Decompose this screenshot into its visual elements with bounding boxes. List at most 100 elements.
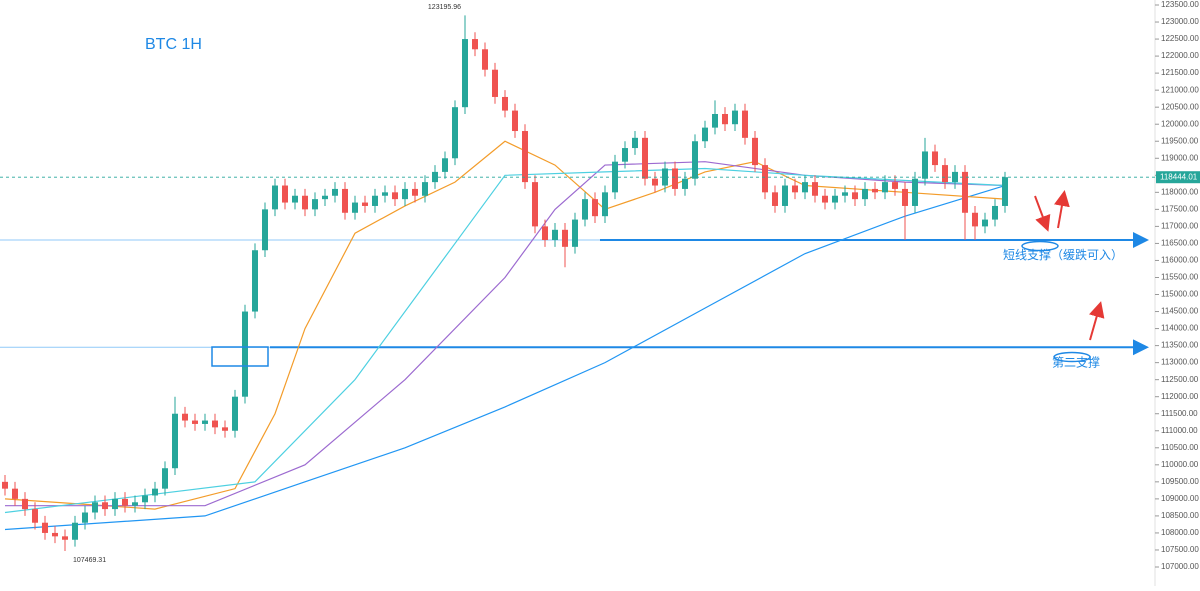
y-tick-label: 112000.00 (1161, 392, 1199, 401)
candle-body (502, 96, 508, 111)
y-tick-label: 113000.00 (1161, 358, 1199, 367)
candle-body (152, 488, 158, 496)
candle-body (722, 113, 728, 125)
candle-body (1002, 177, 1008, 206)
y-tick-label: 123000.00 (1161, 17, 1199, 26)
y-tick-label: 112500.00 (1161, 375, 1199, 384)
y-tick-label: 111500.00 (1161, 409, 1198, 418)
candle-body (112, 498, 118, 510)
y-tick-label: 107000.00 (1161, 562, 1199, 571)
candle-body (712, 113, 718, 128)
chart-title: BTC 1H (145, 36, 202, 53)
candle-body (992, 205, 998, 220)
highlight-box (211, 346, 269, 367)
candle-body (182, 413, 188, 421)
candle-body (542, 226, 548, 241)
candle-body (512, 110, 518, 132)
candle-body (162, 468, 168, 489)
candle-body (892, 182, 898, 189)
y-tick-label: 108500.00 (1161, 511, 1199, 520)
candle-body (762, 165, 768, 193)
candle-body (302, 195, 308, 210)
candle-body (472, 39, 478, 50)
candle-body (452, 107, 458, 159)
candle-body (312, 199, 318, 210)
candle-body (652, 178, 658, 186)
candle-body (242, 311, 248, 397)
candle-body (732, 110, 738, 125)
y-tick-label: 121500.00 (1161, 68, 1199, 77)
candle-body (392, 192, 398, 200)
candle-body (532, 182, 538, 227)
candle-body (202, 420, 208, 424)
y-tick-label: 107500.00 (1161, 545, 1199, 554)
y-tick-label: 118000.00 (1161, 187, 1199, 196)
price-tag (1156, 171, 1200, 184)
y-tick-label: 122500.00 (1161, 34, 1199, 43)
candle-body (222, 427, 228, 431)
candle-body (462, 39, 468, 108)
y-tick-label: 123500.00 (1161, 0, 1199, 9)
candle-body (572, 219, 578, 247)
candle-body (192, 420, 198, 424)
candle-body (22, 498, 28, 510)
y-tick-label: 115000.00 (1161, 290, 1199, 299)
candle-body (382, 192, 388, 196)
candle-body (562, 229, 568, 247)
y-tick-label: 121000.00 (1161, 85, 1199, 94)
y-tick-label: 119500.00 (1161, 136, 1199, 145)
candle-body (262, 209, 268, 251)
candle-body (482, 49, 488, 70)
candle-body (922, 151, 928, 179)
support-label: 短线支撑（缓跌可入） (1003, 247, 1123, 262)
candle-body (832, 195, 838, 203)
candle-body (982, 219, 988, 227)
candle-body (962, 171, 968, 213)
y-tick-label: 116500.00 (1161, 239, 1199, 248)
candle-body (372, 195, 378, 206)
candle-body (122, 498, 128, 506)
candle-body (582, 199, 588, 220)
candle-body (342, 188, 348, 213)
candle-body (72, 522, 78, 540)
y-tick-label: 111000.00 (1161, 426, 1198, 435)
candle-body (702, 127, 708, 142)
candle-body (172, 413, 178, 469)
candle-body (812, 182, 818, 196)
price-tag-label: 118444.01 (1160, 172, 1198, 181)
candle-body (232, 396, 238, 431)
candle-body (42, 522, 48, 533)
candle-body (292, 195, 298, 203)
candle-body (322, 195, 328, 200)
candle-body (852, 192, 858, 200)
candle-body (412, 188, 418, 196)
candle-body (82, 512, 88, 523)
candle-body (792, 185, 798, 193)
candle-body (872, 188, 878, 193)
y-tick-label: 114000.00 (1161, 324, 1199, 333)
candle-body (802, 182, 808, 193)
candle-body (352, 202, 358, 213)
candle-body (862, 188, 868, 200)
arrow-up (1089, 301, 1105, 341)
candle-body (272, 185, 278, 210)
candle-body (62, 536, 68, 540)
candle-body (142, 495, 148, 503)
candle-body (942, 165, 948, 183)
high-label: 123195.96 (428, 4, 461, 11)
arrow-up (1054, 190, 1070, 229)
candle-body (442, 158, 448, 172)
y-tick-label: 120500.00 (1161, 102, 1199, 111)
candle-body (752, 137, 758, 166)
candle-body (552, 229, 558, 241)
candle-body (282, 185, 288, 203)
candle-body (742, 110, 748, 138)
y-tick-label: 117500.00 (1161, 204, 1199, 213)
candle-body (912, 178, 918, 206)
candle-body (2, 481, 8, 489)
candle-body (882, 182, 888, 193)
moving-average (4, 167, 1006, 514)
y-tick-label: 114500.00 (1161, 307, 1199, 316)
candle-body (772, 192, 778, 206)
